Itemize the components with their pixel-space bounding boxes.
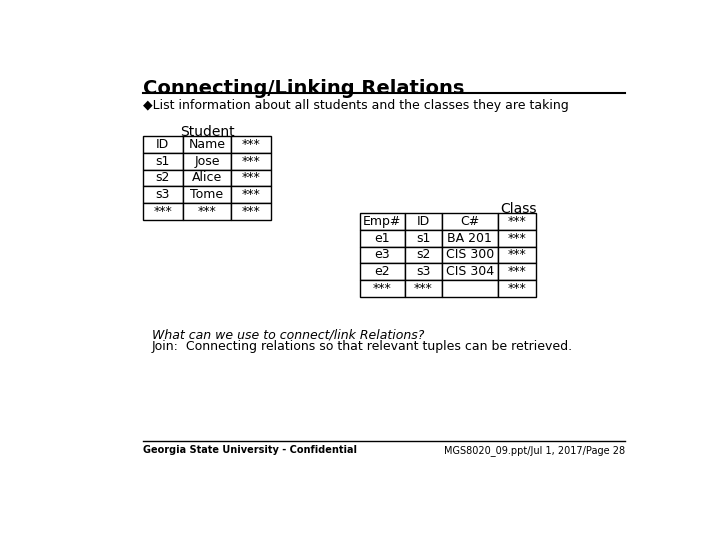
Text: ***: *** — [508, 214, 526, 228]
Bar — [183, 136, 231, 153]
Bar — [405, 247, 442, 264]
Text: s3: s3 — [156, 188, 170, 201]
Bar — [231, 170, 271, 186]
Text: ***: *** — [242, 205, 261, 218]
Bar — [360, 230, 405, 247]
Text: Jose: Jose — [194, 154, 220, 167]
Bar — [442, 230, 498, 247]
Bar — [360, 247, 405, 264]
Bar — [143, 186, 183, 204]
Text: CIS 304: CIS 304 — [446, 266, 494, 279]
Bar — [498, 280, 536, 298]
Bar — [442, 280, 498, 298]
Text: BA 201: BA 201 — [447, 232, 492, 245]
Bar — [143, 153, 183, 170]
Text: ***: *** — [508, 266, 526, 279]
Bar — [183, 186, 231, 204]
Text: ***: *** — [198, 205, 217, 218]
Bar — [405, 264, 442, 280]
Text: ***: *** — [508, 248, 526, 261]
Text: Alice: Alice — [192, 172, 222, 185]
Text: ***: *** — [242, 154, 261, 167]
Text: Tome: Tome — [191, 188, 224, 201]
Text: s1: s1 — [416, 232, 431, 245]
Text: MGS8020_09.ppt/Jul 1, 2017/Page 28: MGS8020_09.ppt/Jul 1, 2017/Page 28 — [444, 445, 625, 456]
Text: ***: *** — [508, 282, 526, 295]
Text: Name: Name — [189, 138, 225, 151]
Bar — [405, 280, 442, 298]
Bar — [360, 213, 405, 230]
Bar — [183, 153, 231, 170]
Text: Connecting/Linking Relations: Connecting/Linking Relations — [143, 79, 464, 98]
Bar — [405, 230, 442, 247]
Text: s2: s2 — [416, 248, 431, 261]
Bar — [498, 264, 536, 280]
Bar — [183, 170, 231, 186]
Text: s1: s1 — [156, 154, 170, 167]
Bar — [442, 247, 498, 264]
Text: C#: C# — [460, 214, 480, 228]
Bar — [231, 204, 271, 220]
Bar — [442, 213, 498, 230]
Text: ***: *** — [414, 282, 433, 295]
Bar — [442, 264, 498, 280]
Text: Student: Student — [180, 125, 234, 139]
Bar — [405, 213, 442, 230]
Bar — [231, 136, 271, 153]
Text: Class: Class — [500, 202, 536, 216]
Text: Emp#: Emp# — [363, 214, 401, 228]
Bar — [498, 247, 536, 264]
Bar — [143, 204, 183, 220]
Bar — [498, 213, 536, 230]
Text: e3: e3 — [374, 248, 390, 261]
Bar — [231, 186, 271, 204]
Text: e1: e1 — [374, 232, 390, 245]
Bar — [183, 204, 231, 220]
Bar — [231, 153, 271, 170]
Text: CIS 300: CIS 300 — [446, 248, 494, 261]
Bar — [143, 136, 183, 153]
Text: s3: s3 — [416, 266, 431, 279]
Text: ***: *** — [373, 282, 392, 295]
Bar — [143, 170, 183, 186]
Text: Join:  Connecting relations so that relevant tuples can be retrieved.: Join: Connecting relations so that relev… — [152, 340, 573, 354]
Text: ***: *** — [508, 232, 526, 245]
Text: ***: *** — [153, 205, 172, 218]
Bar — [498, 230, 536, 247]
Text: ***: *** — [242, 172, 261, 185]
Text: ***: *** — [242, 188, 261, 201]
Text: s2: s2 — [156, 172, 170, 185]
Text: ◆List information about all students and the classes they are taking: ◆List information about all students and… — [143, 99, 569, 112]
Text: ID: ID — [156, 138, 169, 151]
Text: ID: ID — [417, 214, 430, 228]
Bar — [360, 264, 405, 280]
Text: What can we use to connect/link Relations?: What can we use to connect/link Relation… — [152, 328, 424, 341]
Bar — [360, 280, 405, 298]
Text: Georgia State University - Confidential: Georgia State University - Confidential — [143, 445, 356, 455]
Text: e2: e2 — [374, 266, 390, 279]
Text: ***: *** — [242, 138, 261, 151]
